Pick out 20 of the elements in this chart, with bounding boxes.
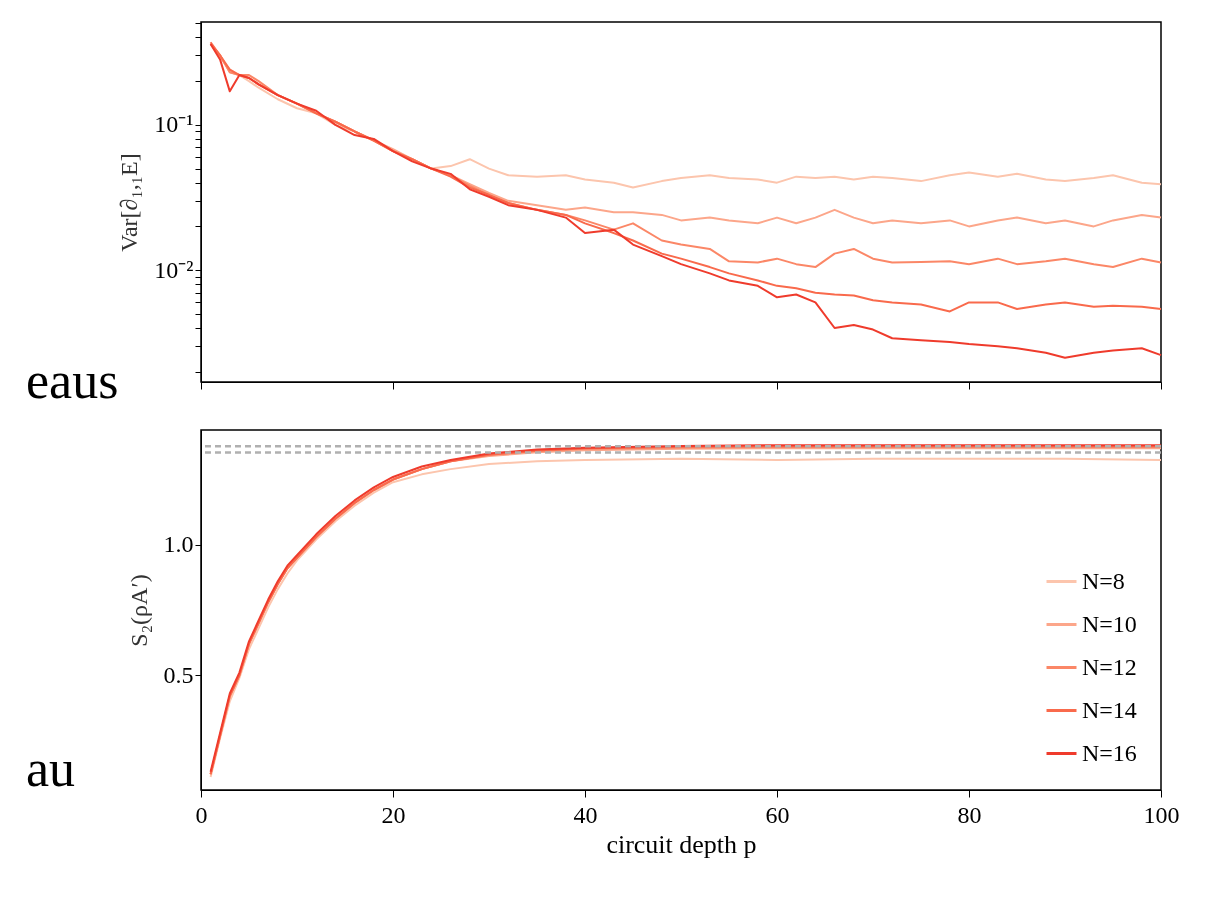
x-axis-title: circuit depth p bbox=[606, 829, 757, 859]
y-axis-title: S₂(ρA′) bbox=[125, 574, 152, 647]
legend-label: N=10 bbox=[1082, 610, 1137, 637]
y-tick-label: 10⁻² bbox=[154, 256, 194, 283]
text: au bbox=[26, 740, 76, 797]
x-tick-label: 40 bbox=[573, 801, 598, 828]
x-tick-label: 100 bbox=[1143, 801, 1180, 828]
legend-label: N=12 bbox=[1082, 653, 1137, 680]
legend-label: N=16 bbox=[1082, 739, 1137, 766]
x-tick-label: 0 bbox=[195, 801, 208, 828]
y-tick-label: 0.5 bbox=[163, 661, 194, 688]
text: eaus bbox=[26, 352, 119, 409]
y-axis-title: Var[∂₁,₁E] bbox=[116, 153, 143, 252]
x-tick-label: 20 bbox=[381, 801, 406, 828]
y-tick-label: 10⁻¹ bbox=[154, 111, 194, 138]
legend-label: N=8 bbox=[1082, 567, 1125, 594]
x-tick-label: 60 bbox=[765, 801, 790, 828]
x-tick-label: 80 bbox=[957, 801, 982, 828]
y-tick-label: 1.0 bbox=[163, 531, 194, 558]
legend-label: N=14 bbox=[1082, 696, 1137, 723]
